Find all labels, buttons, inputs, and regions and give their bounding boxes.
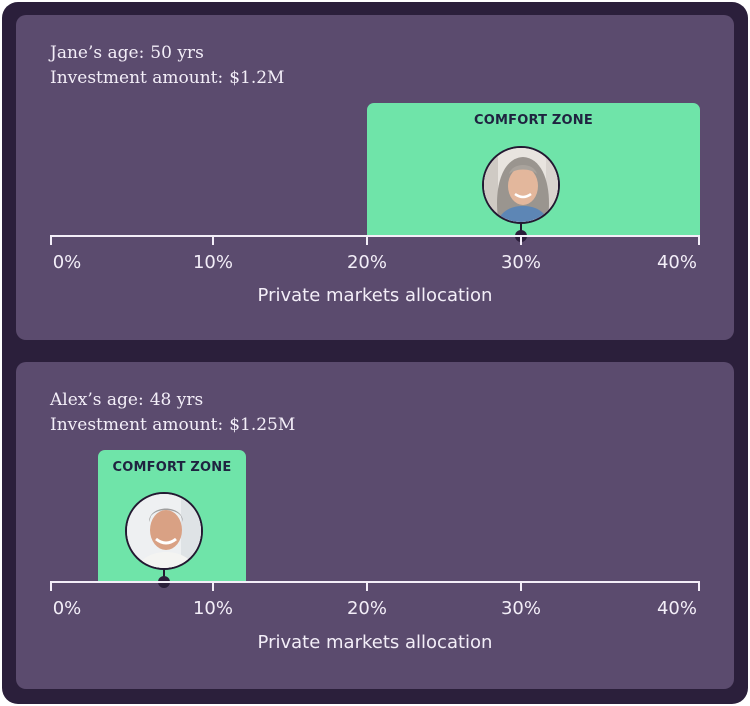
tick-label-40: 40% [656,598,697,619]
amount-value: $1.25M [229,415,296,435]
alex-panel: Alex’s age: 48 yrs Investment amount: $1.2… [16,362,734,689]
tick-10 [212,581,214,591]
tick-20 [366,235,368,245]
x-axis-line [50,235,700,237]
tick-0 [50,235,52,245]
age-value: 50 yrs [150,43,204,63]
tick-0 [50,581,52,591]
tick-40 [698,235,700,245]
alex-info: Alex’s age: 48 yrs Investment amount: $1.2… [50,388,295,438]
x-axis-title: Private markets allocation [257,285,493,306]
tick-30 [520,235,522,245]
tick-10 [212,235,214,245]
comfort-zone-label: COMFORT ZONE [474,113,593,128]
amount-label: Investment amount: [50,415,224,435]
marker-stem [163,567,165,581]
man-portrait-icon [125,492,203,570]
tick-label-40: 40% [656,252,697,273]
tick-20 [366,581,368,591]
amount-value: $1.2M [229,68,285,88]
x-axis-title: Private markets allocation [257,632,493,653]
x-axis-line [50,581,700,583]
age-value: 48 yrs [149,390,204,410]
tick-label-20: 20% [346,598,387,619]
tick-label-20: 20% [346,252,387,273]
tick-label-0: 0% [52,252,82,273]
age-label: Alex’s age: [50,390,144,410]
tick-label-30: 30% [500,252,541,273]
amount-label: Investment amount: [50,68,224,88]
tick-label-30: 30% [500,598,541,619]
tick-label-0: 0% [52,598,82,619]
tick-40 [698,581,700,591]
jane-info: Jane’s age: 50 yrs Investment amount: $1.2… [50,41,284,91]
tick-label-10: 10% [192,598,233,619]
tick-label-10: 10% [192,252,233,273]
woman-portrait-icon [482,146,560,224]
comfort-zone-label: COMFORT ZONE [112,460,232,475]
tick-30 [520,581,522,591]
age-label: Jane’s age: [50,43,145,63]
marker-stem [520,221,522,235]
jane-panel: Jane’s age: 50 yrs Investment amount: $1.2… [16,15,734,340]
